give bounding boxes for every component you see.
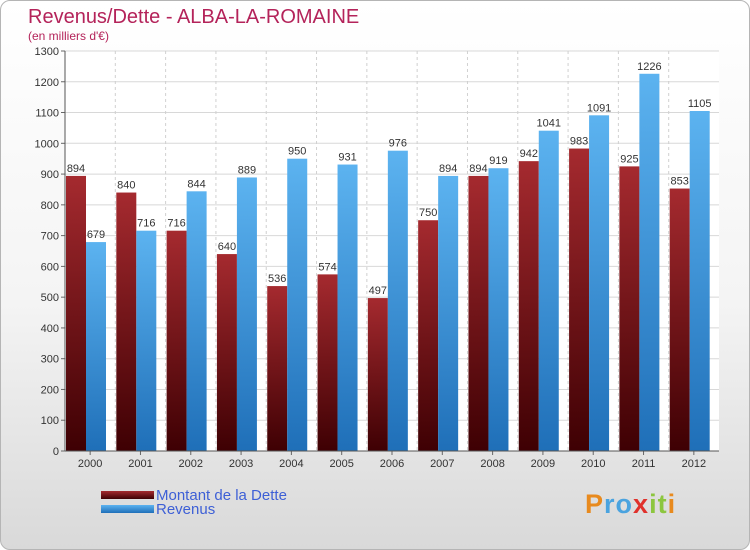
data-label-debt-2006: 497 <box>369 285 387 297</box>
bar-revenue-2005 <box>337 164 358 452</box>
y-tick-label-10: 1000 <box>35 138 59 150</box>
y-tick-label-1: 100 <box>41 415 59 427</box>
data-label-revenue-2001: 716 <box>137 218 155 230</box>
bar-revenue-2009 <box>538 130 559 451</box>
legend-label-debt: Montant de la Dette <box>156 486 287 504</box>
proxiti-logo: Proxiti <box>585 489 676 520</box>
y-tick-label-0: 0 <box>53 446 59 458</box>
x-tick-label-2003: 2003 <box>229 458 253 470</box>
bar-revenue-2011 <box>639 73 660 452</box>
bar-debt-2004 <box>267 286 288 451</box>
logo-letter: o <box>615 489 634 519</box>
y-tick-label-13: 1300 <box>35 46 59 58</box>
bar-debt-2003 <box>216 254 237 451</box>
bar-revenue-2003 <box>236 177 257 451</box>
bar-debt-2010 <box>569 148 590 452</box>
x-tick-label-2009: 2009 <box>531 458 555 470</box>
legend-item-debt: Montant de la Dette <box>101 486 287 504</box>
data-label-revenue-2011: 1226 <box>637 61 661 73</box>
bar-debt-2008 <box>468 175 489 451</box>
data-label-revenue-2010: 1091 <box>587 102 611 114</box>
bar-revenue-2008 <box>488 168 509 451</box>
data-label-debt-2012: 853 <box>671 176 689 188</box>
data-label-revenue-2004: 950 <box>288 146 306 158</box>
x-tick-label-2002: 2002 <box>179 458 203 470</box>
y-tick-label-4: 400 <box>41 323 59 335</box>
x-tick-label-2008: 2008 <box>480 458 504 470</box>
y-tick-label-12: 1200 <box>35 77 59 89</box>
bar-debt-2009 <box>518 161 539 451</box>
x-tick-label-2006: 2006 <box>380 458 404 470</box>
data-label-debt-2007: 750 <box>419 207 437 219</box>
bar-debt-2007 <box>418 220 439 451</box>
bar-revenue-2010 <box>589 115 610 452</box>
data-label-debt-2005: 574 <box>318 261 336 273</box>
logo-letter: t <box>657 489 668 519</box>
data-label-revenue-2008: 919 <box>489 155 507 167</box>
chart-subtitle: (en milliers d'€) <box>28 29 109 43</box>
data-label-debt-2004: 536 <box>268 273 286 285</box>
logo-letter: i <box>649 489 658 519</box>
y-tick-label-3: 300 <box>41 354 59 366</box>
logo-letter: P <box>585 489 605 519</box>
y-tick-label-11: 1100 <box>35 108 59 120</box>
data-label-debt-2011: 925 <box>620 153 638 165</box>
x-tick-label-2005: 2005 <box>329 458 353 470</box>
bar-revenue-2006 <box>387 150 408 451</box>
x-tick-label-2001: 2001 <box>128 458 152 470</box>
legend-label-revenue: Revenus <box>156 500 216 518</box>
bar-debt-2001 <box>116 192 137 452</box>
logo-letter: i <box>667 489 677 519</box>
data-label-debt-2008: 894 <box>469 163 487 175</box>
bar-revenue-2002 <box>186 191 207 452</box>
x-tick-label-2012: 2012 <box>682 458 706 470</box>
x-tick-label-2007: 2007 <box>430 458 454 470</box>
x-tick-label-2010: 2010 <box>581 458 605 470</box>
bar-debt-2011 <box>619 166 640 451</box>
x-tick-label-2004: 2004 <box>279 458 303 470</box>
data-label-revenue-2007: 894 <box>439 163 457 175</box>
bar-debt-2012 <box>669 188 690 452</box>
bar-debt-2005 <box>317 274 338 451</box>
bar-revenue-2007 <box>438 175 459 451</box>
y-tick-label-7: 700 <box>41 231 59 243</box>
x-tick-label-2000: 2000 <box>78 458 102 470</box>
data-label-debt-2009: 942 <box>520 148 538 160</box>
bar-revenue-2000 <box>86 242 106 451</box>
data-label-revenue-2009: 1041 <box>537 118 561 130</box>
data-label-revenue-2000: 679 <box>87 229 105 241</box>
data-label-revenue-2006: 976 <box>389 138 407 150</box>
logo-letter: x <box>633 489 650 519</box>
bar-revenue-2012 <box>689 111 710 451</box>
legend-swatch-revenue <box>101 505 154 513</box>
bar-revenue-2004 <box>287 158 308 451</box>
data-label-debt-2003: 640 <box>218 241 236 253</box>
y-tick-label-6: 600 <box>41 261 59 273</box>
y-tick-label-5: 500 <box>41 292 59 304</box>
data-label-debt-2001: 840 <box>117 180 135 192</box>
bar-revenue-2001 <box>136 230 157 451</box>
y-tick-label-8: 800 <box>41 200 59 212</box>
data-label-debt-2000: 894 <box>67 163 85 175</box>
y-tick-label-2: 200 <box>41 384 59 396</box>
data-label-debt-2002: 716 <box>167 218 185 230</box>
bar-debt-2002 <box>166 230 187 451</box>
data-label-debt-2010: 983 <box>570 136 588 148</box>
chart-title: Revenus/Dette - ALBA-LA-ROMAINE <box>28 6 360 28</box>
legend-item-revenue: Revenus <box>101 500 216 518</box>
legend-swatch-debt <box>101 491 154 499</box>
data-label-revenue-2012: 1105 <box>688 98 712 110</box>
x-tick-label-2011: 2011 <box>632 458 656 470</box>
y-tick-label-9: 900 <box>41 169 59 181</box>
bar-debt-2000 <box>66 175 86 451</box>
data-label-revenue-2005: 931 <box>338 152 356 164</box>
logo-letter: r <box>604 489 616 519</box>
data-label-revenue-2003: 889 <box>238 164 256 176</box>
data-label-revenue-2002: 844 <box>187 178 205 190</box>
bar-debt-2006 <box>367 298 388 451</box>
